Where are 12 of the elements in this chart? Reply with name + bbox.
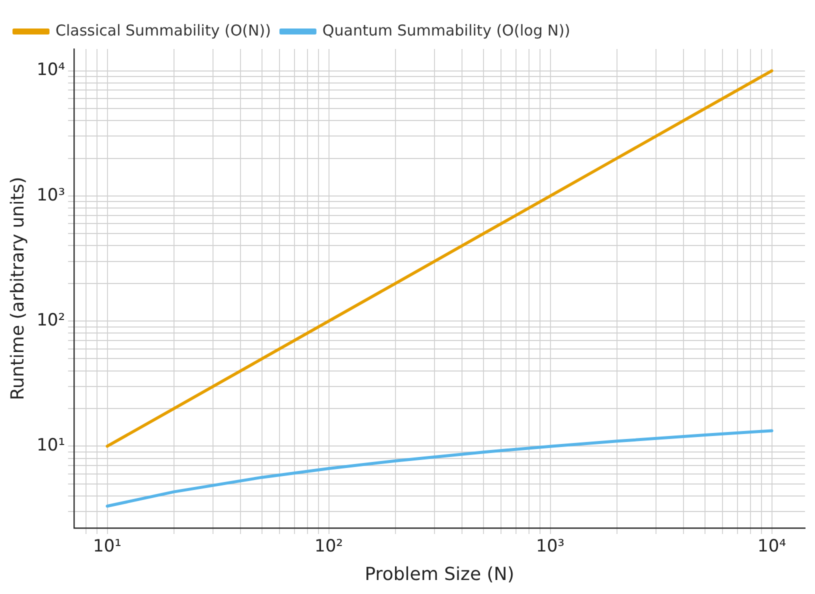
x-axis-title: Problem Size (N) xyxy=(364,564,514,585)
y-tick-label: 10¹ xyxy=(36,436,66,456)
legend-label: Quantum Summability (O(log N)) xyxy=(322,21,570,40)
y-tick-label: 10⁴ xyxy=(36,60,66,80)
x-tick-label: 10² xyxy=(314,536,343,557)
x-tick-label: 10¹ xyxy=(93,536,122,557)
y-tick-label: 10² xyxy=(36,310,66,330)
x-tick-label: 10³ xyxy=(536,536,564,557)
legend-label: Classical Summability (O(N)) xyxy=(56,21,271,40)
x-tick-label: 10⁴ xyxy=(758,536,786,557)
y-axis-title: Runtime (arbitrary units) xyxy=(7,176,28,400)
y-tick-label: 10³ xyxy=(36,185,66,206)
